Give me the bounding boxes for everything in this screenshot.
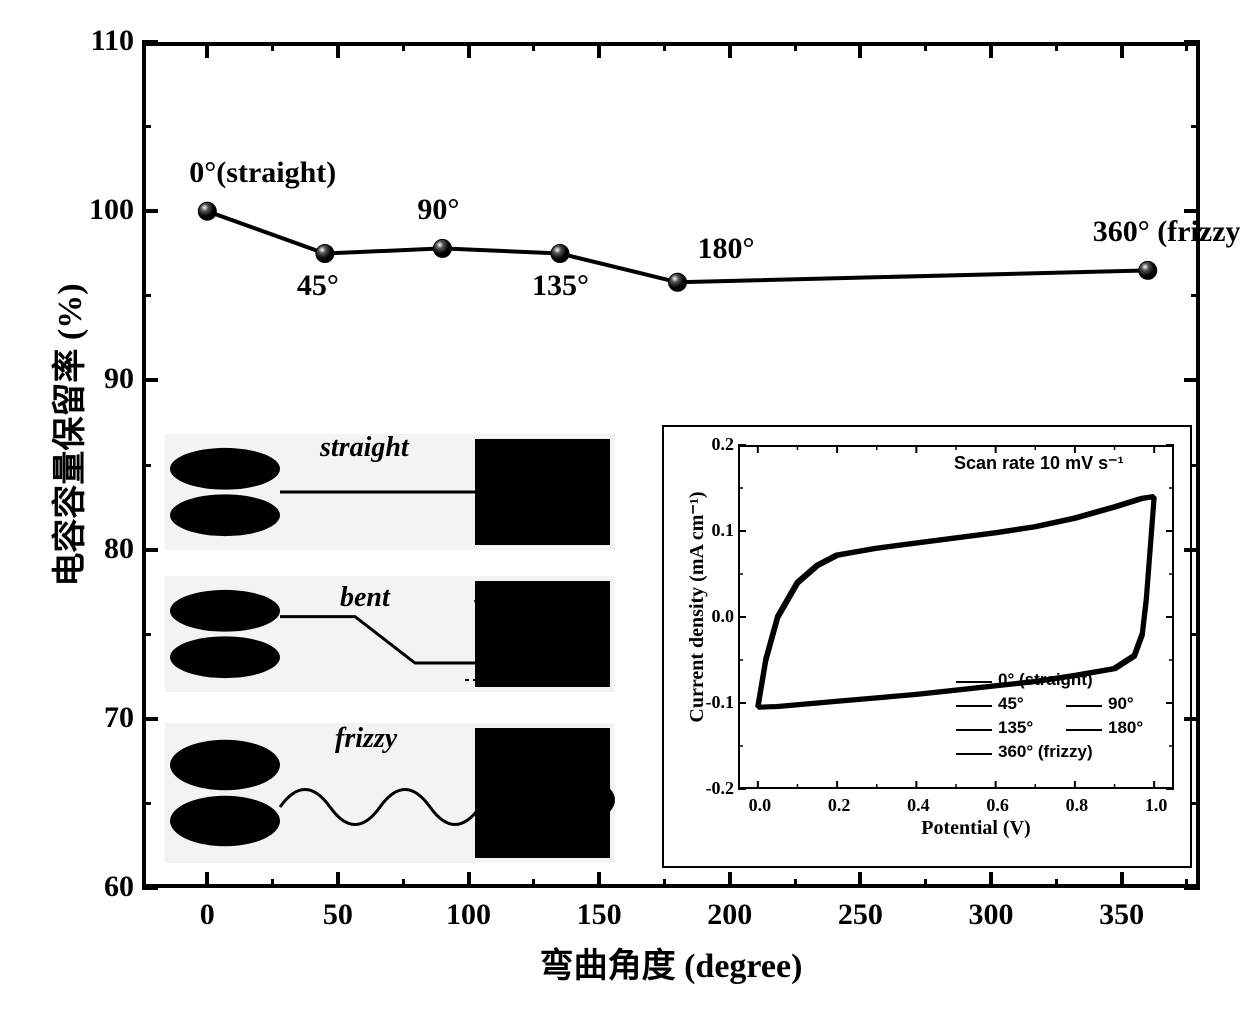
main-x-axis-label: 弯曲角度 (degree) [511, 938, 831, 987]
cv-x-tick-label: 0.0 [740, 795, 780, 816]
data-point-label: 180° [698, 232, 755, 266]
photo-caption-frizzy: frizzy [335, 723, 397, 755]
data-point-label: 90° [417, 193, 459, 227]
photo-inset-bent [165, 576, 615, 692]
y-tick-label: 110 [64, 24, 134, 58]
main-y-axis-label: 电容容量保留率 (%) [42, 235, 91, 635]
cv-legend-item: 90° [1108, 694, 1168, 714]
x-tick-label: 50 [308, 898, 368, 932]
cv-legend-line [956, 753, 992, 755]
cv-legend-line [956, 681, 992, 683]
cv-legend-item: 0° (straight) [998, 670, 1178, 690]
y-tick-label: 90 [64, 362, 134, 396]
x-tick-label: 150 [569, 898, 629, 932]
y-tick-label: 80 [64, 532, 134, 566]
cv-y-tick-label: 0.2 [688, 434, 734, 455]
cv-y-tick-label: -0.2 [688, 778, 734, 799]
data-point-label: 45° [297, 269, 339, 303]
cv-x-tick-label: 0.8 [1057, 795, 1097, 816]
photo-caption-bent: bent [340, 582, 390, 614]
cv-legend-item: 45° [998, 694, 1058, 714]
cv-legend-item: 360° (frizzy) [998, 742, 1178, 762]
data-point-label: 135° [532, 269, 589, 303]
cv-legend-line [956, 729, 992, 731]
x-tick-label: 200 [700, 898, 760, 932]
data-point-label: 360° (frizzy) [1093, 215, 1240, 249]
cv-y-axis-label: Current density (mA cm⁻¹) [684, 467, 709, 747]
x-tick-label: 100 [439, 898, 499, 932]
x-tick-label: 0 [177, 898, 237, 932]
cv-x-axis-label: Potential (V) [896, 817, 1056, 840]
theta-label: θ [490, 640, 500, 663]
cv-legend-item: 180° [1108, 718, 1168, 738]
y-tick-label: 70 [64, 701, 134, 735]
data-point-label: 0°(straight) [189, 156, 336, 190]
y-tick-label: 60 [64, 870, 134, 904]
photo-caption-straight: straight [320, 432, 409, 464]
cv-legend-line [1066, 705, 1102, 707]
cv-legend-line [956, 705, 992, 707]
x-tick-label: 300 [961, 898, 1021, 932]
cv-legend-item: 135° [998, 718, 1058, 738]
cv-x-tick-label: 0.6 [978, 795, 1018, 816]
y-tick-label: 100 [64, 193, 134, 227]
cv-x-tick-label: 0.4 [898, 795, 938, 816]
x-tick-label: 350 [1092, 898, 1152, 932]
figure-root: 电容容量保留率 (%) 弯曲角度 (degree) 0 50 100 150 200 25… [0, 0, 1240, 1022]
cv-legend-line [1066, 729, 1102, 731]
x-tick-label: 250 [830, 898, 890, 932]
cv-x-tick-label: 0.2 [819, 795, 859, 816]
cv-x-tick-label: 1.0 [1136, 795, 1176, 816]
cv-scan-rate-label: Scan rate 10 mV s⁻¹ [954, 453, 1174, 474]
